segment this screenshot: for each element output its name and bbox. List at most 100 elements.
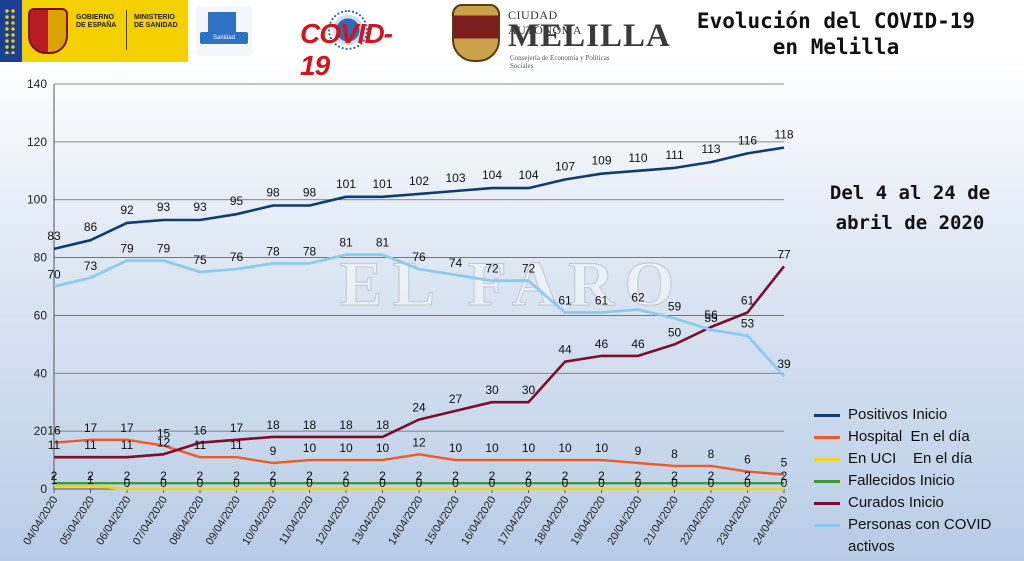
sanidad-logo: Sanidad <box>196 6 252 56</box>
data-label: 10 <box>449 441 463 455</box>
data-label: 0 <box>343 476 350 490</box>
x-tick-label: 16/04/2020 <box>459 494 498 547</box>
legend-label: Hospital En el día <box>848 428 970 445</box>
covid19-logo: COVID-19 <box>300 8 412 81</box>
legend-swatch <box>814 480 840 483</box>
data-label: 2 <box>416 469 423 483</box>
data-label: 83 <box>47 229 61 243</box>
data-label: 11 <box>84 438 97 452</box>
data-label: 10 <box>303 441 317 455</box>
data-label: 0 <box>379 476 386 490</box>
data-label: 98 <box>303 186 317 200</box>
y-tick-label: 100 <box>27 193 47 207</box>
y-tick-label: 120 <box>27 135 47 149</box>
x-tick-label: 06/04/2020 <box>94 494 133 547</box>
gov-line2: DE ESPAÑA <box>76 22 117 29</box>
period-line2: abril de 2020 <box>835 212 985 234</box>
data-label: 0 <box>452 476 459 490</box>
data-label: 101 <box>372 177 392 191</box>
data-label: 10 <box>376 441 390 455</box>
data-label: 101 <box>336 177 356 191</box>
legend-swatch <box>814 524 840 527</box>
data-label: 2 <box>525 469 532 483</box>
data-label: 46 <box>631 337 645 351</box>
y-tick-label: 20 <box>34 424 48 438</box>
data-label: 93 <box>193 200 207 214</box>
eu-flag-icon <box>0 0 22 62</box>
data-label: 2 <box>343 469 350 483</box>
legend-label: Personas con COVID activos <box>848 516 996 555</box>
data-label: 107 <box>555 159 575 173</box>
data-label: 2 <box>124 469 131 483</box>
data-label: 46 <box>595 337 609 351</box>
data-label: 0 <box>525 476 532 490</box>
data-label: 81 <box>376 236 390 250</box>
data-label: 62 <box>631 291 645 305</box>
legend-swatch <box>814 414 840 417</box>
data-label: 102 <box>409 174 429 188</box>
data-label: 77 <box>777 247 791 261</box>
gobierno-logo: GOBIERNO DE ESPAÑA MINISTERIO DE SANIDAD <box>0 0 188 62</box>
legend-item-curados: Curados Inicio <box>814 492 1022 514</box>
data-label: 1 <box>87 473 94 487</box>
legend-label: En UCI En el día <box>848 450 973 467</box>
data-label: 10 <box>595 441 609 455</box>
chart-title: Evolución del COVID-19 en Melilla <box>652 8 1020 60</box>
data-label: 2 <box>671 469 678 483</box>
x-tick-label: 20/04/2020 <box>605 494 644 547</box>
melilla-shield-icon <box>452 4 500 62</box>
data-label: 2 <box>781 469 788 483</box>
data-label: 2 <box>306 469 313 483</box>
covid19-logo-text: COVID-19 <box>300 18 393 81</box>
x-tick-label: 11/04/2020 <box>277 494 316 546</box>
x-tick-label: 10/04/2020 <box>240 494 279 547</box>
data-label: 78 <box>303 244 317 258</box>
data-label: 72 <box>522 262 536 276</box>
data-label: 12 <box>412 435 426 449</box>
data-label: 11 <box>194 438 207 452</box>
series-line-activos <box>53 253 786 378</box>
data-label: 70 <box>47 268 61 282</box>
data-label: 44 <box>558 343 572 357</box>
legend-label: Fallecidos Inicio <box>848 472 955 489</box>
x-tick-label: 12/04/2020 <box>313 494 352 547</box>
x-tick-label: 05/04/2020 <box>58 494 97 547</box>
data-label: 17 <box>84 421 98 435</box>
data-label: 11 <box>230 438 243 452</box>
data-label: 73 <box>84 259 98 273</box>
data-label: 9 <box>270 444 277 458</box>
data-label: 93 <box>157 200 171 214</box>
x-tick-label: 17/04/2020 <box>496 494 535 547</box>
data-label: 16 <box>193 424 207 438</box>
data-label: 61 <box>741 294 755 308</box>
data-label: 18 <box>303 418 317 432</box>
data-label: 113 <box>701 142 720 156</box>
y-tick-label: 60 <box>34 308 48 322</box>
data-label: 50 <box>668 325 682 339</box>
data-label: 18 <box>339 418 353 432</box>
title-line2: en Melilla <box>772 35 900 59</box>
data-label: 104 <box>482 168 502 182</box>
gov-line4: DE SANIDAD <box>134 22 178 29</box>
legend-item-positivos: Positivos Inicio <box>814 404 1022 426</box>
data-label: 9 <box>635 444 642 458</box>
data-label: 0 <box>598 476 605 490</box>
data-label: 75 <box>193 253 207 267</box>
data-label: 16 <box>47 424 61 438</box>
legend-item-activos: Personas con COVID activos <box>814 514 1022 558</box>
gov-line1: GOBIERNO <box>76 14 115 21</box>
data-label: 2 <box>489 469 496 483</box>
data-label: 116 <box>738 133 757 147</box>
series-line-curados <box>54 265 786 459</box>
data-label: 76 <box>412 250 426 264</box>
data-label: 2 <box>708 469 715 483</box>
x-tick-label: 07/04/2020 <box>131 494 170 547</box>
data-label: 11 <box>121 438 134 452</box>
sanidad-label: Sanidad <box>200 32 248 44</box>
x-tick-label: 18/04/2020 <box>532 494 571 547</box>
logos-bar: GOBIERNO DE ESPAÑA MINISTERIO DE SANIDAD… <box>0 0 670 81</box>
data-label: 72 <box>485 262 499 276</box>
data-label: 55 <box>704 311 718 325</box>
x-tick-label: 21/04/2020 <box>642 494 681 547</box>
